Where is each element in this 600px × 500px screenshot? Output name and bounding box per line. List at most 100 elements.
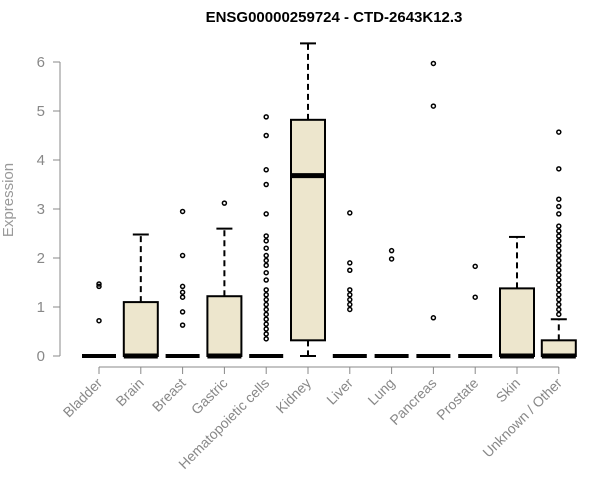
x-tick-label: Prostate [433, 375, 481, 423]
x-tick-label: Breast [149, 375, 189, 415]
outlier-point [263, 311, 269, 318]
chart-title: ENSG00000259724 - CTD-2643K12.3 [206, 9, 463, 26]
outlier-point [556, 301, 562, 308]
outlier-point [263, 306, 269, 313]
outlier-point [347, 287, 353, 293]
box-breast [165, 208, 200, 358]
outlier-point [263, 287, 269, 293]
box-iqr [122, 301, 159, 358]
y-tick-label: 4 [37, 152, 45, 169]
outlier-point [347, 292, 353, 298]
outlier-point [388, 256, 395, 262]
outlier-point [430, 60, 437, 67]
outlier-point [347, 296, 353, 303]
outlier-point [556, 262, 562, 269]
outlier-point [221, 200, 228, 206]
y-tick-label: 1 [37, 299, 45, 316]
outlier-point [179, 208, 186, 215]
outlier-point [556, 228, 562, 234]
outlier-point [263, 233, 269, 239]
outlier-point [263, 211, 269, 217]
outlier-point [556, 203, 562, 210]
box-pancreas [416, 60, 451, 358]
outlier-point [556, 257, 562, 264]
outlier-point [556, 196, 562, 202]
outlier-point [347, 267, 353, 273]
x-tick-label: Skin [493, 375, 524, 406]
outlier-point [179, 252, 186, 259]
outlier-point [263, 257, 269, 264]
x-tick-label: Lung [364, 375, 397, 408]
outlier-point [263, 321, 269, 327]
y-tick-label: 0 [37, 348, 45, 365]
x-tick-label: Brain [112, 375, 146, 409]
outlier-point [556, 223, 562, 229]
y-tick-label: 3 [37, 201, 45, 218]
box-bladder [82, 281, 116, 358]
outlier-point [556, 277, 562, 283]
outlier-point [556, 238, 562, 244]
outlier-point [96, 281, 102, 287]
outlier-point [556, 211, 562, 217]
outlier-point [263, 326, 269, 332]
box-iqr [290, 118, 326, 342]
outlier-point [430, 103, 437, 109]
outlier-point [472, 263, 478, 270]
outlier-point [263, 238, 269, 244]
box-hematopoietic-cells [249, 114, 284, 358]
outlier-point [347, 210, 353, 216]
outlier-point [263, 277, 269, 283]
x-tick-label: Liver [323, 375, 356, 408]
outlier-point [179, 283, 186, 290]
outlier-point [556, 282, 562, 288]
box-prostate [458, 263, 493, 358]
box-liver [332, 210, 367, 358]
outlier-point [179, 294, 186, 300]
box-brain [122, 233, 159, 359]
outlier-point [556, 272, 562, 278]
y-tick-label: 2 [37, 250, 45, 267]
box-skin [499, 235, 535, 359]
outlier-point [556, 306, 562, 313]
outlier-point [96, 283, 102, 290]
outlier-point [179, 289, 186, 296]
box-iqr [499, 287, 535, 358]
box-lung [374, 247, 409, 358]
outlier-point [263, 296, 269, 303]
outlier-point [263, 269, 269, 276]
outlier-point [472, 294, 478, 300]
outlier-point [263, 245, 269, 251]
box-unknown-other [540, 129, 577, 359]
outlier-point [556, 243, 562, 249]
outlier-point [556, 233, 562, 239]
outlier-point [263, 301, 269, 308]
outlier-point [347, 306, 353, 313]
box-iqr [206, 295, 243, 357]
outlier-point [263, 292, 269, 298]
outlier-point [263, 132, 269, 139]
outlier-point [96, 317, 102, 324]
outlier-point [556, 296, 562, 303]
outlier-point [263, 167, 269, 173]
outlier-point [556, 287, 562, 293]
outlier-point [263, 262, 269, 269]
outlier-point [263, 331, 269, 337]
outlier-point [556, 311, 562, 318]
outlier-point [556, 129, 562, 135]
x-tick-label: Unknown / Other [479, 375, 565, 461]
boxes [82, 42, 577, 359]
outlier-point [263, 114, 269, 120]
outlier-point [263, 181, 269, 188]
outlier-point [556, 166, 562, 172]
y-axis: 0 1 2 3 4 5 6 [37, 54, 61, 365]
outlier-point [388, 247, 395, 254]
y-tick-label: 6 [37, 54, 45, 71]
y-tick-label: 5 [37, 103, 45, 120]
outlier-point [263, 336, 269, 342]
outlier-point [556, 252, 562, 259]
outlier-point [430, 315, 437, 321]
x-tick-label: Bladder [60, 375, 106, 421]
box-gastric [206, 200, 243, 359]
